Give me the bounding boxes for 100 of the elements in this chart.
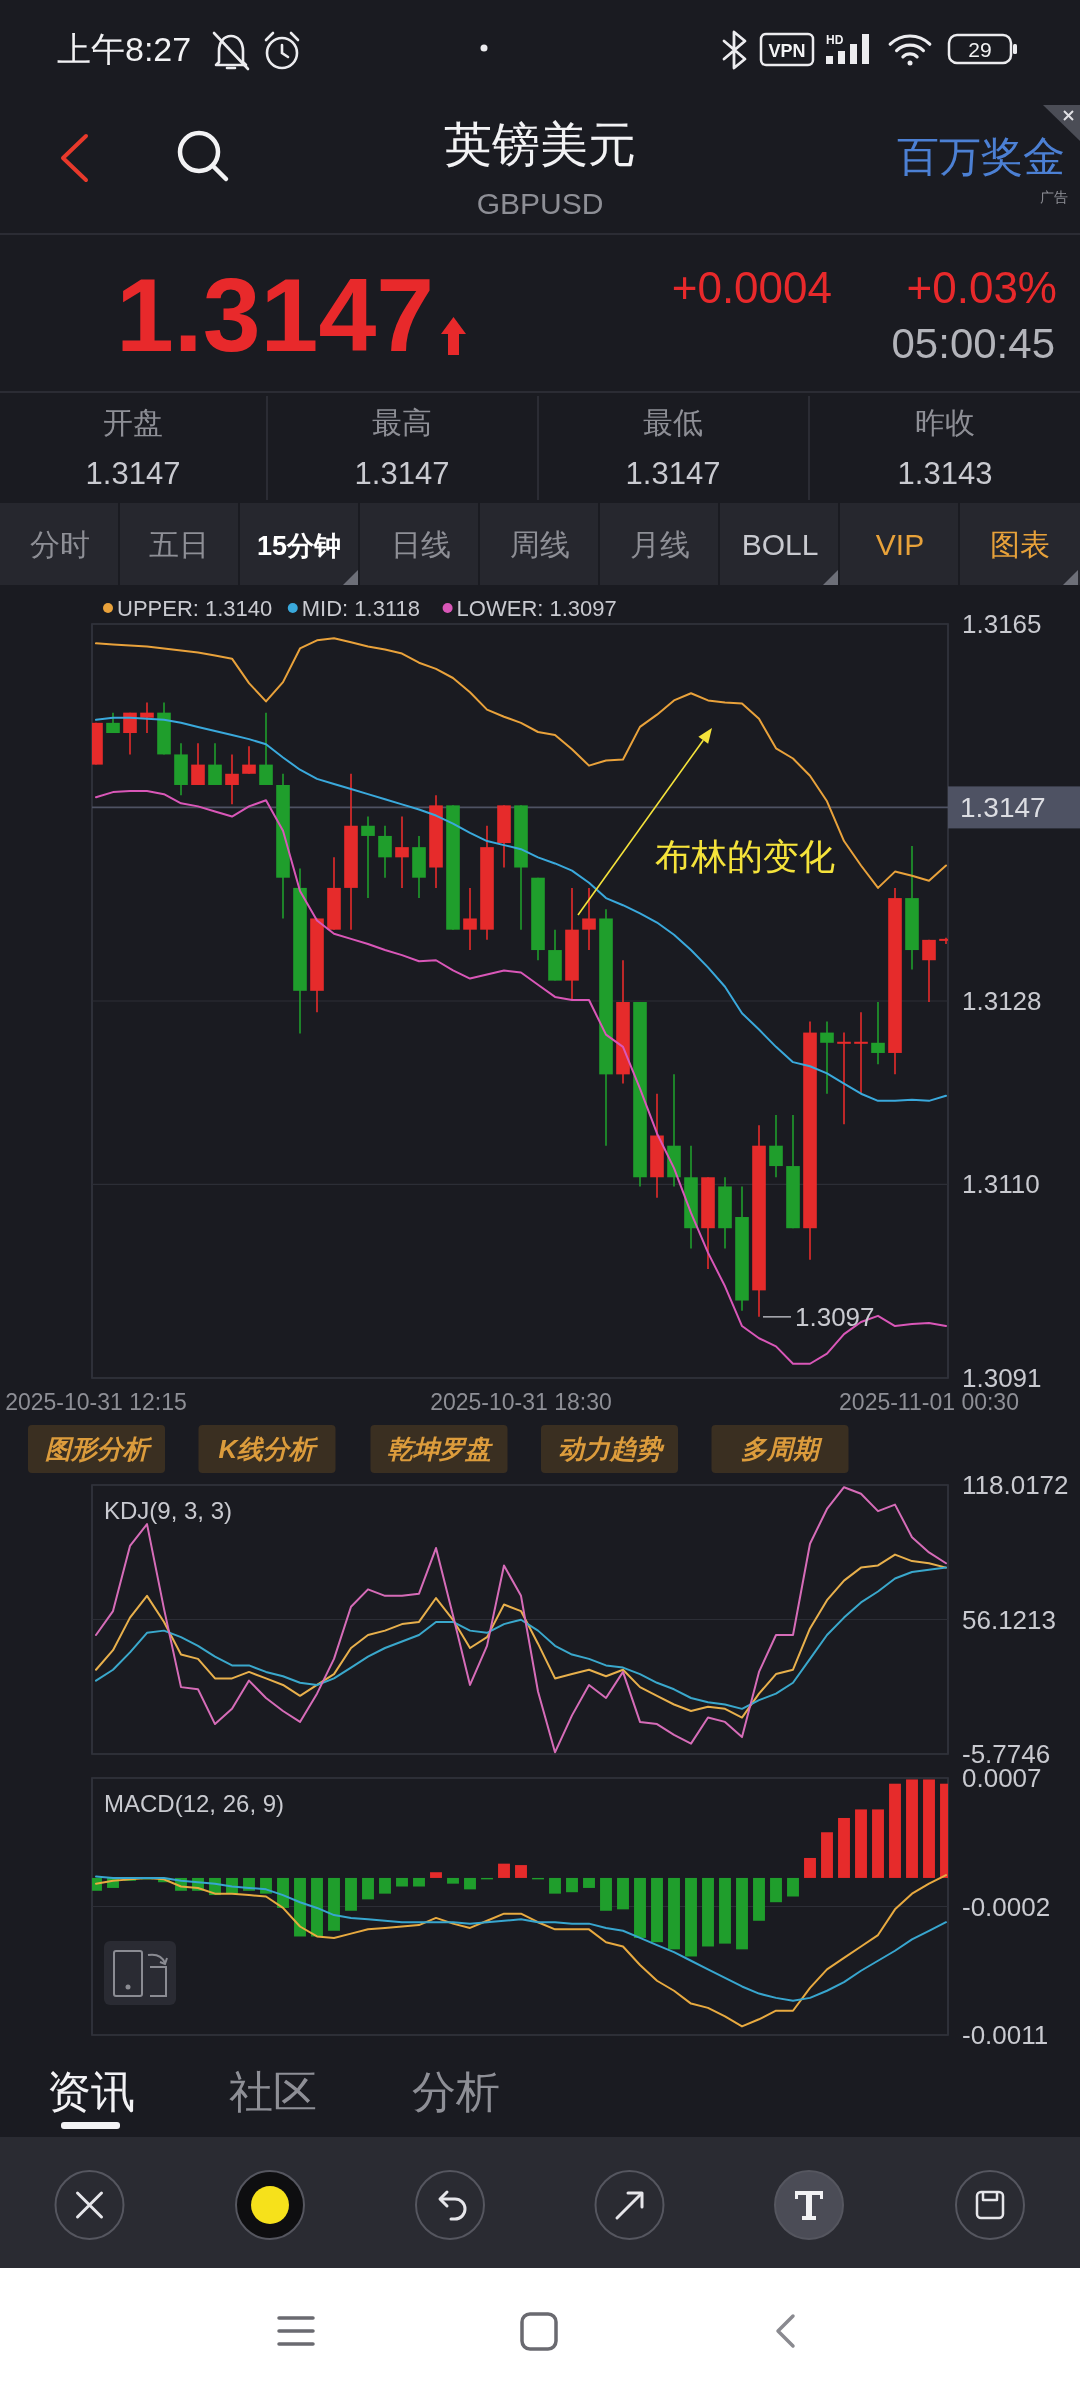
candlestick: [837, 1031, 851, 1126]
candlestick: [922, 939, 936, 1003]
text: 月线: [630, 528, 690, 561]
text: 周线: [510, 528, 570, 561]
text: 1.3143: [897, 456, 993, 491]
line-series: [95, 1874, 947, 2028]
candlestick: [854, 1011, 868, 1095]
text: MACD(12, 26, 9): [104, 1790, 285, 1817]
text: 开盘: [103, 406, 163, 439]
candlestick: [463, 887, 477, 951]
bar: [566, 1877, 578, 1893]
bar: [702, 1877, 714, 1947]
bar: [872, 1809, 884, 1878]
text: 1.3147: [354, 456, 450, 491]
text: 15分钟: [256, 531, 342, 561]
bar: [719, 1877, 731, 1944]
bar: [651, 1877, 663, 1943]
text: 图形分析: [44, 1434, 153, 1464]
x-tick-label: 2025-10-31 12:15: [5, 1389, 187, 1415]
bar: [668, 1877, 680, 1950]
text: 广告: [1040, 189, 1068, 205]
bar: [311, 1877, 323, 1937]
text: 分时: [30, 528, 90, 561]
bar: [362, 1877, 374, 1900]
text: 图表: [990, 528, 1050, 561]
text: GBPUSD: [476, 187, 604, 220]
line-series: [95, 637, 947, 889]
bar: [736, 1877, 748, 1950]
y-tick-label: 1.3128: [962, 986, 1042, 1016]
y-tick-label: 118.0172: [962, 1470, 1069, 1500]
candlestick: [820, 1020, 834, 1095]
bar: [617, 1877, 629, 1910]
annotation: 布林的变化: [655, 836, 835, 877]
bar: [345, 1877, 357, 1911]
bar: [328, 1877, 340, 1931]
text: 最高: [372, 406, 432, 439]
y-tick-label: 1.3110: [962, 1169, 1040, 1200]
text: 乾坤罗盘: [387, 1434, 494, 1464]
text: BOLL: [741, 528, 819, 561]
annotation: 1.3097: [795, 1301, 875, 1332]
bar: [906, 1779, 918, 1878]
bar: [770, 1877, 782, 1903]
text: HD: [826, 33, 844, 47]
bar: [396, 1877, 408, 1887]
text: 社区: [229, 2067, 317, 2116]
text: +0.0004: [671, 263, 832, 312]
candlestick: [769, 1114, 783, 1179]
candlestick: [259, 711, 273, 786]
bar: [583, 1877, 595, 1888]
bar: [804, 1857, 816, 1878]
candlestick: [378, 824, 392, 879]
bar: [855, 1809, 867, 1878]
text: K线分析: [218, 1434, 320, 1464]
text: 1.3147: [85, 456, 181, 491]
bar: [549, 1877, 561, 1894]
text: 昨收: [915, 406, 975, 439]
text: 日线: [391, 528, 451, 561]
candlestick: [361, 815, 375, 899]
text: 多周期: [741, 1434, 823, 1464]
candlestick: [140, 701, 154, 734]
candlestick: [395, 815, 409, 889]
text: 分析: [412, 2067, 500, 2116]
candlestick: [191, 742, 205, 786]
candlestick: [225, 753, 239, 806]
y-tick-label: -0.0002: [962, 1891, 1051, 1922]
bar: [294, 1877, 306, 1937]
text: 1.3147: [116, 257, 435, 373]
bar: [464, 1877, 476, 1890]
text: 英镑美元: [444, 118, 636, 171]
bar: [685, 1877, 697, 1957]
bar: [600, 1877, 612, 1911]
candlestick: [208, 742, 222, 786]
bar: [753, 1877, 765, 1921]
bar: [379, 1877, 391, 1894]
bar: [430, 1872, 442, 1878]
bar: [838, 1817, 850, 1878]
text: 上午8:27: [57, 30, 192, 68]
text: 动力趋势: [557, 1434, 665, 1464]
text: 五日: [149, 528, 209, 561]
y-tick-label: 56.1213: [962, 1604, 1056, 1635]
bar: [821, 1832, 833, 1878]
x-tick-label: 2025-10-31 18:30: [430, 1389, 612, 1415]
line-series: [95, 1486, 947, 1754]
text: +0.03%: [906, 263, 1057, 312]
text: 05:00:45: [891, 320, 1055, 367]
text: KDJ(9, 3, 3): [104, 1497, 233, 1524]
bar: [498, 1863, 510, 1878]
y-tick-label: 1.3165: [962, 609, 1042, 639]
bar: [923, 1779, 935, 1878]
legend-label: UPPER: 1.3140: [117, 596, 273, 621]
bar: [447, 1877, 459, 1884]
candlestick: [582, 887, 596, 951]
ref-line-label: 1.3147: [960, 792, 1046, 824]
text: 百万奖金: [897, 133, 1065, 180]
text: 29: [968, 38, 992, 61]
y-tick-label: -0.0011: [962, 2020, 1049, 2050]
legend-label: MID: 1.3118: [301, 596, 420, 621]
line-series: [95, 1875, 947, 2002]
bar: [515, 1865, 527, 1878]
bar: [413, 1877, 425, 1887]
